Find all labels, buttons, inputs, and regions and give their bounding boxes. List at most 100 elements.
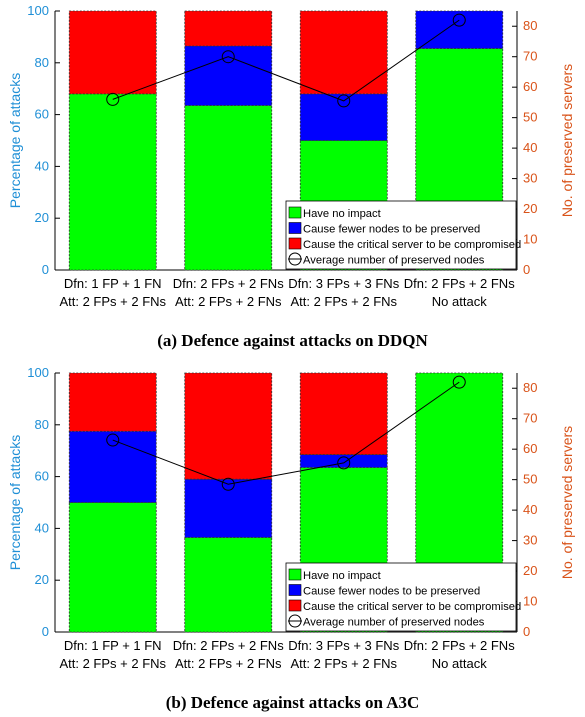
y-tick-label: 0 bbox=[42, 262, 49, 277]
bar-segment bbox=[184, 105, 273, 271]
y-tick-label: 20 bbox=[35, 210, 49, 225]
bar-segment bbox=[184, 537, 273, 633]
x-tick-label: Att: 2 FPs + 2 FNs bbox=[175, 294, 282, 309]
y2-tick-label: 70 bbox=[523, 49, 537, 64]
x-tick-label: Att: 2 FPs + 2 FNs bbox=[175, 656, 282, 671]
legend-label: Cause fewer nodes to be preserved bbox=[303, 586, 480, 598]
y-tick-label: 40 bbox=[35, 158, 49, 173]
legend-swatch bbox=[288, 222, 302, 234]
legend-swatch bbox=[288, 599, 302, 612]
avg-preserved-line bbox=[112, 19, 460, 102]
avg-preserved-marker bbox=[337, 456, 351, 470]
avg-preserved-marker bbox=[221, 50, 235, 64]
y-tick-label: 60 bbox=[35, 107, 49, 122]
x-tick-label: Att: 2 FPs + 2 FNs bbox=[290, 294, 397, 309]
y2-tick-label: 80 bbox=[523, 380, 537, 395]
x-tick-label: Dfn: 3 FPs + 3 FNs bbox=[288, 638, 399, 653]
y2-tick-label: 60 bbox=[523, 79, 537, 94]
avg-preserved-marker bbox=[452, 375, 466, 389]
y2-axis-label: No. of preserved servers bbox=[559, 426, 575, 579]
y2-tick-label: 20 bbox=[523, 563, 537, 578]
legend-label: Cause the critical server to be compromi… bbox=[303, 239, 521, 251]
x-tick-label: Dfn: 2 FPs + 2 FNs bbox=[404, 276, 515, 291]
legend: Have no impact Cause fewer nodes to be pr… bbox=[285, 562, 521, 632]
bar-segment bbox=[299, 93, 388, 141]
y-tick-label: 0 bbox=[42, 624, 49, 639]
y2-axis-label: No. of preserved servers bbox=[559, 64, 575, 217]
y2-tick-label: 30 bbox=[523, 533, 537, 548]
y-axis-label: Percentage of attacks bbox=[7, 435, 23, 570]
bar-segment bbox=[184, 10, 273, 47]
legend-label: Average number of preserved nodes bbox=[303, 617, 485, 629]
bar-segment bbox=[299, 372, 388, 455]
y2-tick-label: 0 bbox=[523, 262, 530, 277]
bar-segment bbox=[68, 430, 157, 503]
x-tick-label: Dfn: 2 FPs + 2 FNs bbox=[173, 276, 284, 291]
y2-tick-label: 50 bbox=[523, 472, 537, 487]
avg-preserved-marker bbox=[452, 13, 466, 27]
legend-label: Cause the critical server to be compromi… bbox=[303, 601, 521, 613]
avg-preserved-marker bbox=[221, 477, 235, 491]
bar-segment bbox=[68, 93, 157, 271]
bar-segment bbox=[184, 478, 273, 538]
y2-tick-label: 30 bbox=[523, 171, 537, 186]
y2-tick-label: 80 bbox=[523, 18, 537, 33]
chart-a3c: 0 20 40 60 80 100 0 10 20 30 40 50 60 70 80 Percentage … bbox=[7, 365, 575, 671]
y2-tick-label: 60 bbox=[523, 441, 537, 456]
y-tick-label: 100 bbox=[27, 365, 49, 380]
avg-preserved-marker bbox=[337, 94, 351, 108]
y2-tick-label: 70 bbox=[523, 411, 537, 426]
legend-label: Have no impact bbox=[303, 570, 382, 582]
bar-segment bbox=[68, 372, 157, 432]
bar-segment bbox=[184, 45, 273, 106]
x-tick-label: Dfn: 3 FPs + 3 FNs bbox=[288, 276, 399, 291]
avg-preserved-marker bbox=[106, 92, 120, 106]
legend-label: Have no impact bbox=[303, 208, 382, 220]
y-tick-label: 80 bbox=[35, 417, 49, 432]
y2-tick-label: 0 bbox=[523, 624, 530, 639]
y-tick-label: 20 bbox=[35, 572, 49, 587]
y-tick-label: 80 bbox=[35, 55, 49, 70]
legend-swatch bbox=[288, 568, 302, 581]
bar-segment bbox=[184, 372, 273, 480]
y2-tick-label: 50 bbox=[523, 110, 537, 125]
avg-preserved-line bbox=[112, 381, 460, 485]
y2-tick-label: 20 bbox=[523, 201, 537, 216]
y-tick-label: 100 bbox=[27, 3, 49, 18]
x-tick-label: Dfn: 1 FP + 1 FN bbox=[64, 638, 162, 653]
y2-tick-label: 40 bbox=[523, 502, 537, 517]
legend-swatch bbox=[288, 584, 302, 596]
y-tick-label: 40 bbox=[35, 520, 49, 535]
caption-a3c: (b) Defence against attacks on A3C bbox=[165, 693, 420, 712]
x-tick-label: Dfn: 2 FPs + 2 FNs bbox=[404, 638, 515, 653]
x-tick-label: Dfn: 1 FP + 1 FN bbox=[64, 276, 162, 291]
bar-segment bbox=[68, 10, 157, 95]
legend-swatch bbox=[288, 206, 302, 219]
x-tick-label: Dfn: 2 FPs + 2 FNs bbox=[173, 638, 284, 653]
bar-segment bbox=[415, 10, 504, 49]
legend-swatch bbox=[288, 237, 302, 250]
bar-segment bbox=[68, 502, 157, 633]
y-tick-label: 60 bbox=[35, 469, 49, 484]
legend-box bbox=[285, 200, 517, 270]
legend-label: Cause fewer nodes to be preserved bbox=[303, 224, 480, 236]
avg-preserved-marker bbox=[106, 433, 120, 447]
legend-marker-sample bbox=[288, 614, 302, 628]
bar-segment bbox=[299, 10, 388, 95]
x-tick-label: Att: 2 FPs + 2 FNs bbox=[59, 656, 166, 671]
legend-marker-sample bbox=[288, 252, 302, 266]
x-tick-label: Att: 2 FPs + 2 FNs bbox=[59, 294, 166, 309]
caption-ddqn: (a) Defence against attacks on DDQN bbox=[157, 331, 428, 350]
x-tick-label: Att: 2 FPs + 2 FNs bbox=[290, 656, 397, 671]
legend-box bbox=[285, 562, 517, 632]
y-axis-label: Percentage of attacks bbox=[7, 73, 23, 208]
legend: Have no impact Cause fewer nodes to be pr… bbox=[285, 200, 521, 270]
x-tick-label: No attack bbox=[432, 294, 487, 309]
y2-tick-label: 10 bbox=[523, 232, 537, 247]
chart-ddqn: 0 20 40 60 80 100 0 10 20 30 40 50 60 70 80 Percentage … bbox=[7, 3, 575, 309]
legend-label: Average number of preserved nodes bbox=[303, 255, 485, 267]
y2-tick-label: 40 bbox=[523, 140, 537, 155]
y2-tick-label: 10 bbox=[523, 594, 537, 609]
x-tick-label: No attack bbox=[432, 656, 487, 671]
